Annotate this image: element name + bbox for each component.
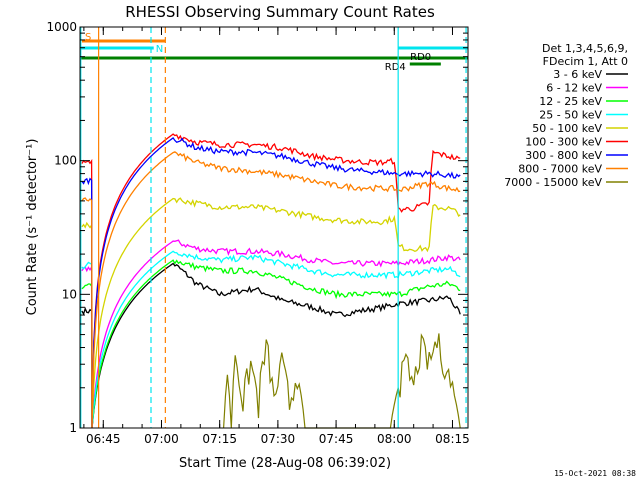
chart-title: RHESSI Observing Summary Count Rates <box>125 3 435 21</box>
legend-item-7: 300 - 800 keV <box>525 149 602 162</box>
legend-item-8: 800 - 7000 keV <box>518 163 602 176</box>
x-tick-label-2: 07:00 <box>144 432 179 446</box>
x-tick-label-3: 07:15 <box>202 432 237 446</box>
y-tick-label-4: 1000 <box>46 20 77 34</box>
y-tick-label-2: 10 <box>62 287 77 301</box>
legend-item-4: 25 - 50 keV <box>539 109 602 122</box>
y-tick-label-1: 1 <box>69 421 77 435</box>
x-axis: 06:45 07:00 07:15 07:30 07:45 08:00 08:15 <box>83 27 470 446</box>
flag-label-rd4: RD4 <box>385 62 406 73</box>
x-tick-label-4: 07:30 <box>261 432 296 446</box>
y-axis-label: Count Rate (s⁻¹ detector⁻¹) <box>25 139 40 316</box>
legend-item-3: 12 - 25 keV <box>539 95 602 108</box>
flag-label-n: N <box>156 44 163 55</box>
series-line-5 <box>81 197 461 429</box>
series-line-7 <box>81 136 461 429</box>
series-line-2 <box>81 239 461 429</box>
flag-label-rd0: RD0 <box>410 52 431 63</box>
flag-label-s: S <box>85 32 91 43</box>
x-tick-label-5: 07:45 <box>319 432 354 446</box>
footer-date: 15-Oct-2021 08:38 <box>554 469 636 478</box>
x-tick-label-6: 08:00 <box>377 432 412 446</box>
series-line-4 <box>81 250 461 429</box>
legend-item-6: 100 - 300 keV <box>525 136 602 149</box>
legend-header-line-1: Det 1,3,4,5,6,9, <box>542 42 628 55</box>
legend-header-line-2: FDecim 1, Att 0 <box>543 55 628 68</box>
legend-item-9: 7000 - 15000 keV <box>504 176 602 189</box>
legend-item-1: 3 - 6 keV <box>553 68 602 81</box>
legend: Det 1,3,4,5,6,9, FDecim 1, Att 0 3 - 6 k… <box>504 42 628 189</box>
legend-item-2: 6 - 12 keV <box>546 82 602 95</box>
y-tick-label-3: 100 <box>54 154 77 168</box>
plot-area: S N RD0 RD4 <box>80 27 468 429</box>
legend-item-5: 50 - 100 keV <box>532 122 602 135</box>
plot-frame <box>79 26 469 429</box>
x-tick-label-7: 08:15 <box>435 432 470 446</box>
series-line-9 <box>223 333 461 429</box>
x-tick-label-1: 06:45 <box>86 432 121 446</box>
series-line-3 <box>81 259 461 429</box>
series-line-1 <box>81 262 461 429</box>
y-axis: 1 10 100 1000 <box>46 20 468 435</box>
x-axis-label: Start Time (28-Aug-08 06:39:02) <box>179 456 391 471</box>
